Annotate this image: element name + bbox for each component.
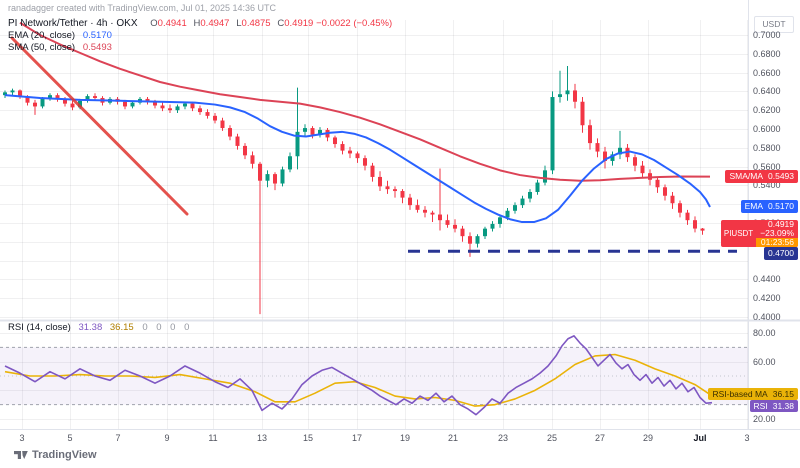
price-tick: 0.6400	[753, 86, 781, 97]
sma-legend-label: SMA (50, close)	[8, 42, 76, 53]
rsi-axis-label: RSI 31.38	[749, 400, 798, 412]
low-label: L	[236, 18, 242, 29]
time-tick: 3	[19, 433, 25, 443]
time-tick: 15	[302, 433, 314, 443]
tradingview-logo-text: TradingView	[32, 449, 97, 461]
tradingview-logo-icon	[14, 451, 28, 459]
price-tick: 0.6200	[753, 105, 781, 116]
trend-line[interactable]	[10, 36, 189, 216]
time-tick: 3	[744, 433, 750, 443]
sma-legend-value: 0.5493	[82, 42, 112, 53]
price-axis-unit[interactable]: USDT	[754, 16, 794, 33]
ema20-line	[4, 94, 711, 224]
rsi-legend-extras: 0 0 0 0	[142, 322, 193, 333]
time-tick: 29	[642, 433, 654, 443]
time-tick: 13	[256, 433, 268, 443]
sma-legend-row[interactable]: SMA (50, close) 0.5493	[8, 42, 392, 54]
sma50-line	[19, 21, 711, 182]
open-label: O	[150, 18, 158, 29]
rsi-legend-value: 31.38	[78, 322, 103, 333]
time-tick: 17	[351, 433, 363, 443]
high-label: H	[193, 18, 201, 29]
pane-separators	[0, 0, 800, 430]
ema-legend-value: 0.5170	[82, 30, 112, 41]
price-tick: 0.6600	[753, 67, 781, 78]
time-tick: 21	[447, 433, 459, 443]
ticker-tag: PIUSDT	[723, 229, 754, 238]
ohlc-values: O0.4941 H0.4947 L0.4875 C0.4919 −0.0022 …	[146, 18, 392, 29]
open-value: 0.4941	[157, 18, 187, 29]
time-tick: 11	[208, 433, 218, 443]
time-tick: Jul	[693, 433, 707, 443]
close-label: C	[277, 18, 285, 29]
price-tick: 0.4200	[753, 293, 781, 304]
time-tick: 23	[497, 433, 509, 443]
price-tick: 0.5600	[753, 161, 781, 172]
candle-series	[3, 66, 705, 315]
watermark: ranadagger created with TradingView.com,…	[8, 3, 276, 13]
rsi-line	[4, 335, 713, 416]
tradingview-logo[interactable]: TradingView	[14, 448, 97, 462]
price-tick: 0.4400	[753, 274, 781, 285]
support-level-axis-label: 0.4700	[764, 247, 798, 260]
last-price-axis-label: PIUSDT 0.4919 −23.09% 01:23:56	[720, 219, 798, 247]
price-tick: 0.6000	[753, 124, 781, 134]
last-price-value: 0.4919	[768, 219, 794, 229]
rsi-legend-label: RSI (14, close)	[8, 322, 71, 333]
symbol-title[interactable]: PI Network/Tether · 4h · OKX	[8, 18, 138, 29]
rsi-tick: 60.00	[753, 356, 776, 367]
time-tick: 5	[67, 433, 73, 443]
time-tick: 9	[164, 433, 170, 443]
time-tick: 25	[546, 433, 558, 443]
ema-axis-label: EMA 0.5170	[740, 200, 798, 213]
close-value: 0.4919	[284, 18, 314, 29]
time-tick: 7	[115, 433, 121, 443]
time-tick: 27	[594, 433, 606, 443]
rsi-tick: 20.00	[753, 414, 776, 424]
rsi-ma-axis-label: RSI-based MA 36.15	[708, 388, 798, 400]
rsi-ma-legend-value: 36.15	[109, 322, 134, 333]
high-value: 0.4947	[200, 18, 230, 29]
low-value: 0.4875	[241, 18, 271, 29]
rsi-legend-row[interactable]: RSI (14, close) 31.38 36.15 0 0 0 0	[8, 322, 192, 333]
rsi-tick: 80.00	[753, 328, 776, 338]
time-tick: 19	[399, 433, 411, 443]
symbol-row[interactable]: PI Network/Tether · 4h · OKX O0.4941 H0.…	[8, 18, 392, 30]
price-tick: 0.5400	[753, 180, 781, 191]
ema-legend-row[interactable]: EMA (20, close) 0.5170	[8, 30, 392, 42]
price-tick: 0.6800	[753, 48, 781, 59]
price-tick: 0.7000	[753, 30, 781, 40]
price-change-percent: −23.09%	[760, 228, 794, 238]
price-tick: 0.4000	[753, 312, 781, 322]
change-value: −0.0022 (−0.45%)	[316, 18, 393, 29]
price-tick: 0.5800	[753, 142, 781, 153]
bar-countdown: 01:23:56	[756, 238, 798, 247]
sma-axis-label: SMA/MA 0.5493	[725, 170, 798, 183]
ema-legend-label: EMA (20, close)	[8, 30, 76, 41]
chart-legend: PI Network/Tether · 4h · OKX O0.4941 H0.…	[8, 18, 392, 54]
